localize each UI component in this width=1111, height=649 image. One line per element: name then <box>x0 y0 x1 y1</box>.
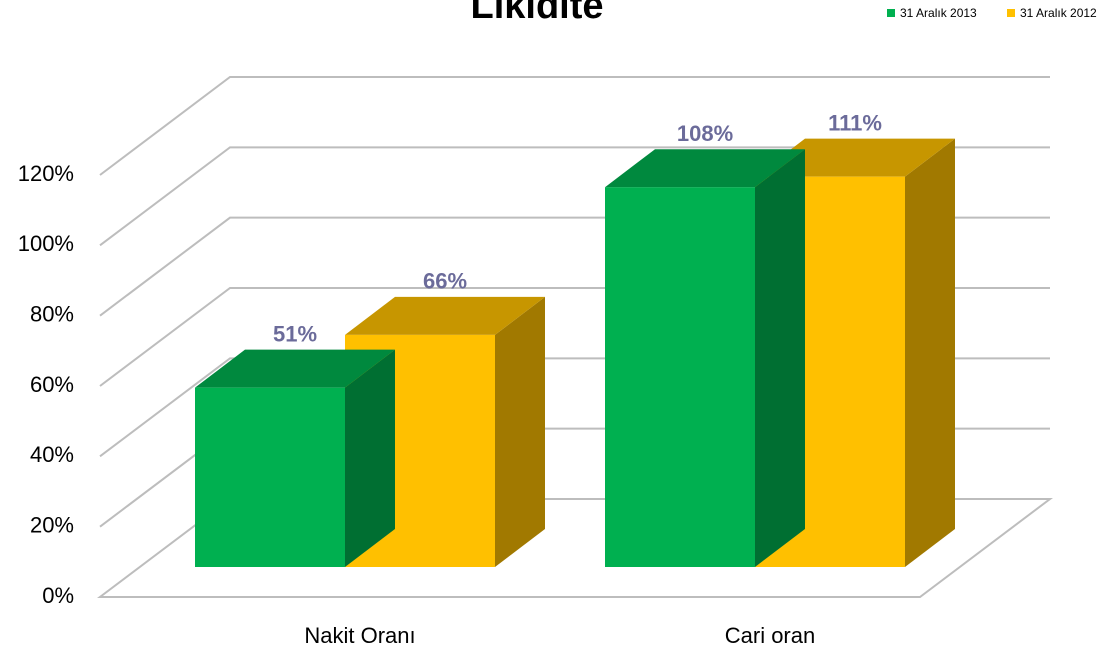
grid-line <box>99 76 1050 176</box>
legend-label: 31 Aralık 2013 <box>900 6 977 20</box>
y-tick-label: 80% <box>30 301 74 326</box>
grid-line <box>99 146 1050 247</box>
legend-swatch <box>1007 9 1015 17</box>
legend-label: 31 Aralık 2012 <box>1020 6 1097 20</box>
bar-top <box>195 349 395 388</box>
bar-side <box>755 149 805 567</box>
bar-top <box>345 296 545 335</box>
bar-side <box>905 138 955 567</box>
data-label: 111% <box>828 110 882 135</box>
data-label: 108% <box>677 121 733 146</box>
bar <box>195 387 345 567</box>
y-tick-label: 120% <box>18 161 74 186</box>
chart-title: Likidite <box>470 0 603 27</box>
bar-top <box>605 149 805 188</box>
data-label: 51% <box>273 321 317 346</box>
x-tick-label: Nakit Oranı <box>304 623 415 648</box>
bar <box>605 187 755 567</box>
bar-side <box>345 349 395 567</box>
x-tick-label: Cari oran <box>725 623 815 648</box>
y-tick-label: 40% <box>30 442 74 467</box>
y-tick-label: 60% <box>30 372 74 397</box>
data-label: 66% <box>423 269 467 294</box>
y-tick-label: 100% <box>18 231 74 256</box>
floor <box>97 498 1053 598</box>
y-tick-label: 0% <box>42 583 74 608</box>
y-tick-label: 20% <box>30 512 74 537</box>
bar-side <box>495 296 545 567</box>
legend-swatch <box>887 9 895 17</box>
